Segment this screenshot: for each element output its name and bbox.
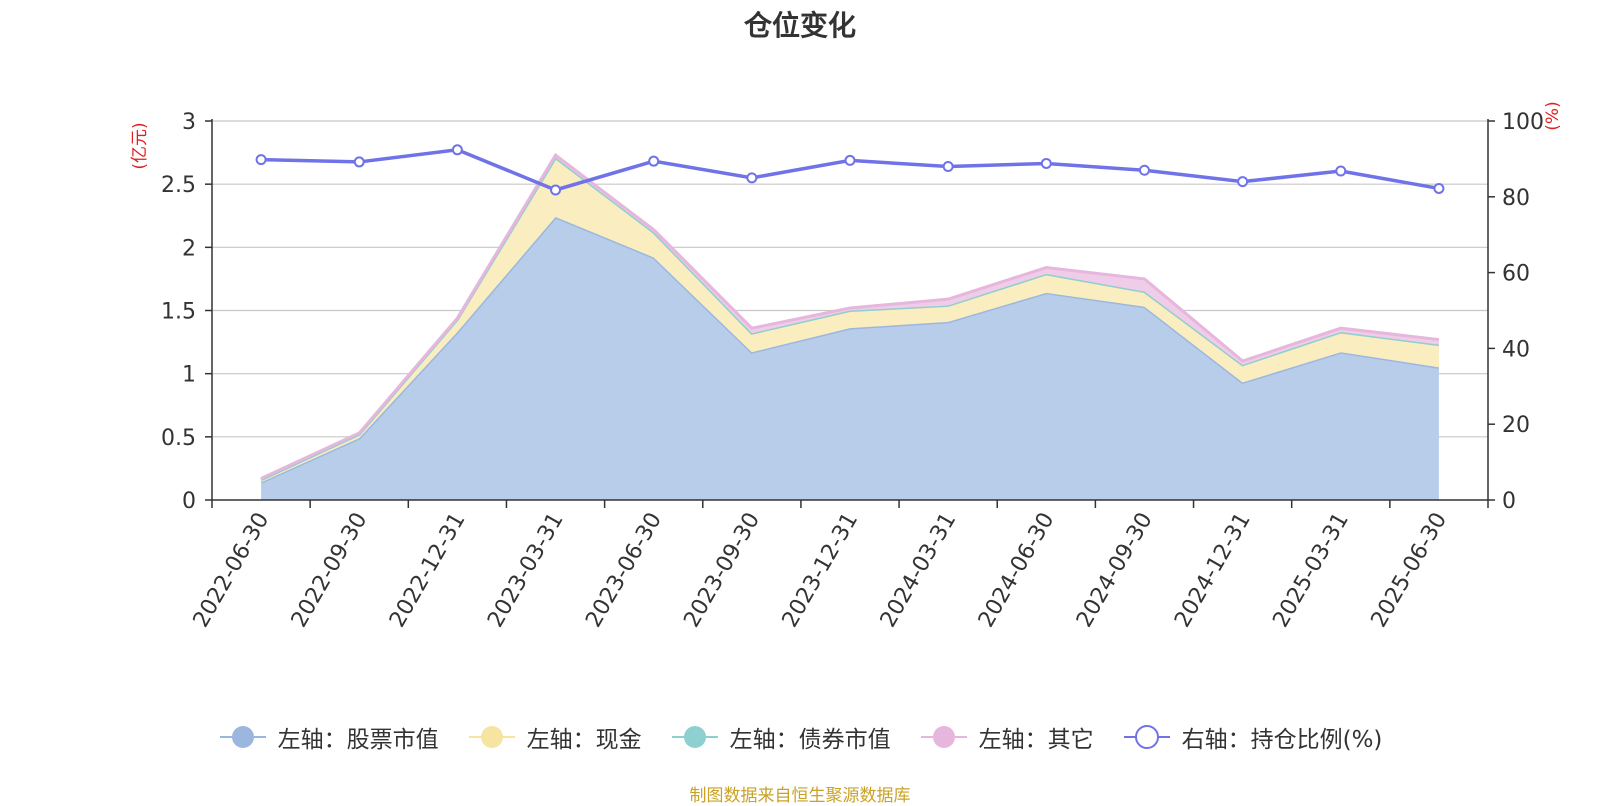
data-source-note: 制图数据来自恒生聚源数据库 [689, 786, 911, 806]
x-tick-label: 2025-03-31 [1268, 509, 1354, 632]
x-tick-label: 2023-12-31 [778, 509, 864, 632]
right-tick-label: 60 [1502, 262, 1530, 287]
x-tick-label: 2024-09-30 [1072, 509, 1158, 632]
holding-ratio-point [1138, 164, 1150, 176]
right-tick-label: 0 [1502, 489, 1516, 514]
right-tick-label: 40 [1502, 337, 1530, 362]
right-axis-unit: (%) [1543, 101, 1563, 130]
holding-ratio-point [942, 160, 954, 172]
chart-title: 仓位变化 [743, 9, 856, 42]
legend-item[interactable]: 右轴：持仓比例(%) [1122, 720, 1383, 754]
left-tick-label: 2.5 [161, 173, 196, 198]
legend-marker-icon [920, 726, 967, 748]
x-tick-label: 2024-06-30 [974, 509, 1060, 632]
legend-item[interactable]: 左轴：股票市值 [218, 720, 439, 754]
holding-ratio-point [550, 184, 562, 196]
left-axis-unit: (亿元) [130, 122, 150, 169]
holding-ratio-point [1237, 176, 1249, 188]
x-tick-label: 2022-12-31 [385, 509, 471, 632]
left-tick-label: 2 [182, 236, 196, 261]
legend-marker-circle [480, 726, 503, 748]
area-左轴：股票市值 [261, 217, 1439, 500]
legend-label: 左轴：其它 [978, 727, 1094, 753]
x-tick-label: 2022-06-30 [189, 509, 275, 632]
right-tick-label: 100 [1502, 110, 1544, 135]
right-tick-label: 80 [1502, 186, 1530, 211]
legend-marker-circle [683, 726, 706, 748]
x-tick-label: 2024-12-31 [1170, 509, 1256, 632]
left-tick-label: 1.5 [161, 300, 196, 325]
legend-item[interactable]: 左轴：现金 [467, 720, 642, 754]
legend-marker-icon [1123, 725, 1170, 749]
x-tick-label: 2022-09-30 [287, 509, 373, 632]
x-tick-label: 2023-06-30 [581, 509, 667, 632]
x-tick-label: 2025-06-30 [1367, 509, 1453, 632]
holding-ratio-point [353, 156, 365, 168]
holding-ratio-point [1335, 165, 1347, 177]
legend-label: 左轴：股票市值 [277, 727, 439, 753]
legend: 左轴：股票市值 左轴：现金 左轴：债券市值 左轴：其它 右轴：持仓比例(%) [0, 720, 1600, 754]
area-左轴：现金 [261, 157, 1439, 483]
legend-label: 左轴：债券市值 [729, 727, 891, 753]
x-tick-label: 2024-03-31 [876, 509, 962, 632]
holding-ratio-point [844, 154, 856, 166]
legend-item[interactable]: 左轴：债券市值 [670, 720, 891, 754]
left-tick-label: 3 [182, 110, 196, 135]
legend-marker-icon [219, 726, 266, 748]
holding-ratio-point [648, 155, 660, 167]
holding-ratio-point [451, 144, 463, 156]
right-tick-label: 20 [1502, 413, 1530, 438]
legend-marker-circle [932, 726, 955, 748]
x-tick-label: 2023-09-30 [679, 509, 765, 632]
legend-label: 右轴：持仓比例(%) [1181, 727, 1383, 753]
holding-ratio-point [1040, 157, 1052, 169]
holding-ratio-point [255, 154, 267, 166]
holding-ratio-point [1433, 182, 1445, 194]
legend-marker-icon [468, 726, 515, 748]
legend-marker-icon [671, 726, 718, 748]
x-tick-label: 2023-03-31 [483, 509, 569, 632]
holding-ratio-point [746, 172, 758, 184]
legend-marker-circle [1134, 725, 1159, 749]
left-tick-label: 1 [182, 363, 196, 388]
left-tick-label: 0.5 [161, 426, 196, 451]
area-line-左轴：其它 [260, 152, 1440, 480]
left-tick-label: 0 [182, 489, 196, 514]
legend-item[interactable]: 左轴：其它 [919, 720, 1094, 754]
legend-marker-circle [231, 726, 254, 748]
legend-label: 左轴：现金 [526, 727, 642, 753]
